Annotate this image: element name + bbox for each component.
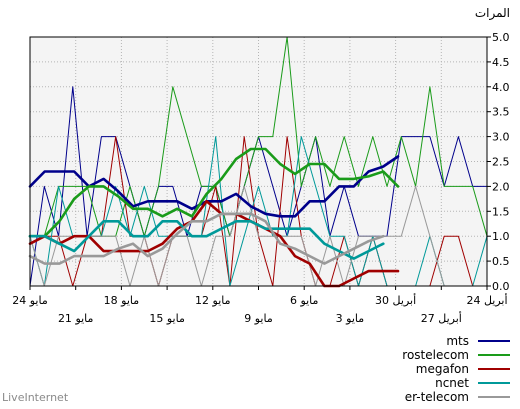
legend-label-er-telecom: er-telecom <box>405 390 469 404</box>
x-tick-label: 12 مايو <box>195 294 231 307</box>
legend-label-rostelecom: rostelecom <box>402 348 469 362</box>
x-tick-label: 6 مايو <box>290 294 319 307</box>
y-tick-label: 5.0 <box>492 31 510 44</box>
x-tick-label: 24 مايو <box>12 294 48 307</box>
y-tick-label: 3.5 <box>492 106 510 119</box>
y-axis-ticks: 0.0 0.5 1.0 1.5 2.0 2.5 3.0 3.5 4.0 4.5 5.0 <box>487 31 510 293</box>
legend-label-ncnet: ncnet <box>435 376 469 390</box>
y-tick-label: 2.5 <box>492 156 510 169</box>
x-tick-label: 15 مايو <box>149 312 185 325</box>
y-tick-label: 0.0 <box>492 280 510 293</box>
x-tick-label: 9 مايو <box>244 312 273 325</box>
y-tick-label: 1.5 <box>492 205 510 218</box>
watermark-text: LiveInternet <box>2 391 69 404</box>
x-tick-label: 30 أبريل <box>375 293 416 307</box>
series-raw-line-er-telecom <box>29 185 487 287</box>
legend-label-mts: mts <box>446 334 469 348</box>
y-tick-label: 1.0 <box>492 230 510 243</box>
x-tick-label: 3 مايو <box>336 312 365 325</box>
series-lines <box>28 36 488 288</box>
x-tick-label: 18 مايو <box>104 294 140 307</box>
series-avg-line-rostelecom <box>28 147 400 238</box>
y-tick-label: 3.0 <box>492 131 510 144</box>
x-axis-ticks: 24 مايو 18 مايو 12 مايو 6 مايو 30 أبريل 24 أب… <box>12 286 508 325</box>
x-tick-label: 24 أبريل <box>466 293 507 307</box>
y-tick-label: 4.0 <box>492 81 510 94</box>
x-tick-label: 27 أبريل <box>421 311 462 325</box>
x-tick-label: 21 مايو <box>58 312 94 325</box>
y-axis-unit-label: المرات <box>475 6 510 21</box>
series-avg-line-er-telecom <box>28 212 385 265</box>
y-tick-label: 4.5 <box>492 56 510 69</box>
legend-label-megafon: megafon <box>416 362 469 376</box>
y-tick-label: 2.0 <box>492 180 510 193</box>
y-tick-label: 0.5 <box>492 255 510 268</box>
series-avg-line-ncnet <box>28 220 385 260</box>
